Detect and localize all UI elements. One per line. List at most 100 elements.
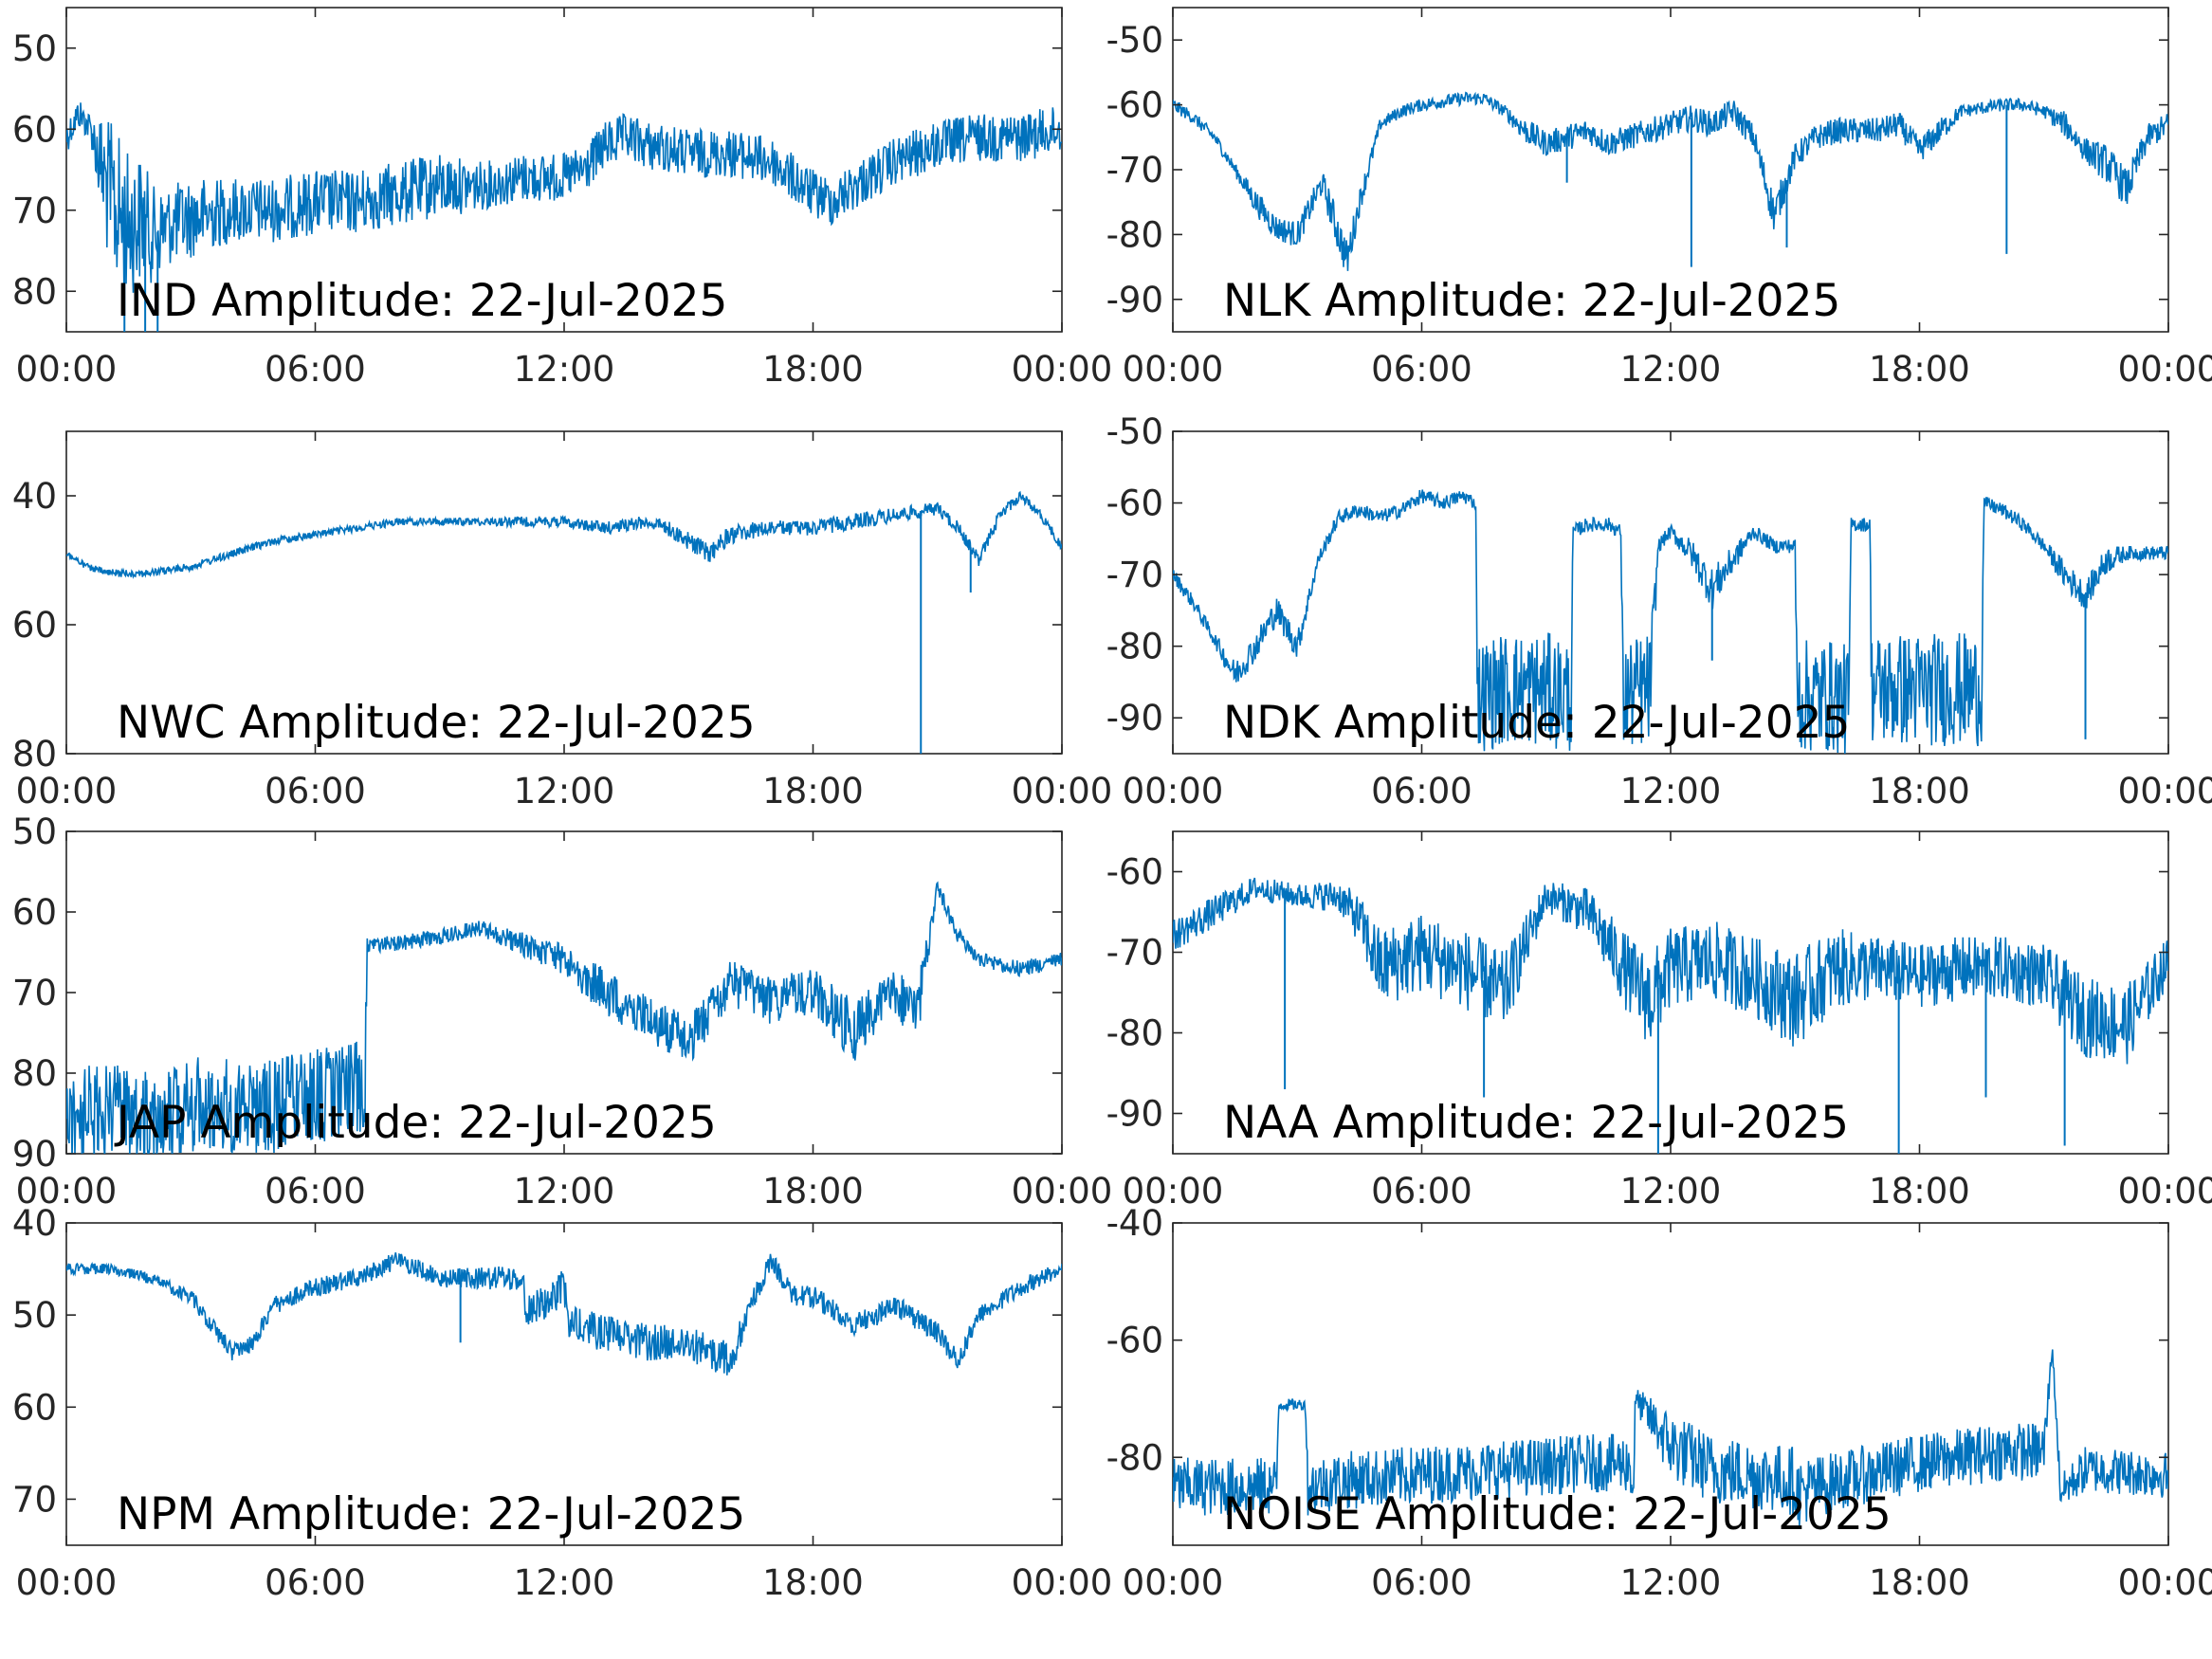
x-tick-label: 00:00 <box>16 1171 118 1212</box>
x-tick-label: 12:00 <box>1620 1562 1722 1603</box>
panel-title: NOISE Amplitude: 22-Jul-2025 <box>1223 1488 1892 1540</box>
x-tick-label: 00:00 <box>16 771 118 811</box>
axes-frame <box>1172 1222 2169 1546</box>
x-tick-label: 06:00 <box>1371 1562 1472 1603</box>
x-tick-label: 00:00 <box>1123 771 1224 811</box>
series-line-group <box>66 1252 1062 1376</box>
y-tick-label: -90 <box>1106 280 1163 320</box>
x-tick-label: 12:00 <box>514 1171 615 1212</box>
y-tick-label: -90 <box>1106 1094 1163 1135</box>
x-tick-label: 18:00 <box>762 349 864 390</box>
x-tick-label: 00:00 <box>16 349 118 390</box>
y-tick-label: -60 <box>1106 483 1163 524</box>
x-tick-label: 00:00 <box>2118 349 2212 390</box>
y-tick-label: 90 <box>12 1134 57 1175</box>
y-tick-label: 80 <box>12 271 57 312</box>
y-tick-label: 70 <box>12 191 57 231</box>
series-line <box>1173 489 2168 754</box>
x-tick-label: 00:00 <box>1123 349 1224 390</box>
y-tick-label: -50 <box>1106 411 1163 452</box>
x-tick-label: 12:00 <box>514 1562 615 1603</box>
x-tick-label: 00:00 <box>1012 771 1113 811</box>
panel-title: NWC Amplitude: 22-Jul-2025 <box>117 697 756 749</box>
y-tick-label: 70 <box>12 1479 57 1520</box>
panel-title: NDK Amplitude: 22-Jul-2025 <box>1223 697 1850 749</box>
y-tick-label: 50 <box>12 28 57 69</box>
panel-title: JAP Amplitude: 22-Jul-2025 <box>114 1097 717 1149</box>
x-tick-label: 06:00 <box>265 771 366 811</box>
series-line <box>66 1252 1062 1376</box>
x-tick-label: 18:00 <box>762 1562 864 1603</box>
x-tick-label: 18:00 <box>1869 1562 1970 1603</box>
y-tick-label: 40 <box>12 1203 57 1244</box>
y-tick-label: 80 <box>12 1053 57 1094</box>
x-tick-label: 06:00 <box>1371 349 1472 390</box>
x-tick-label: 18:00 <box>1869 349 1970 390</box>
panel-naa: -60 -70 -80 -90 00:00 06:00 12:00 18:00 00:00 NAA… <box>1106 830 2212 1212</box>
y-tick-label: 70 <box>12 973 57 1013</box>
series-line <box>66 881 1062 1154</box>
x-tick-label: 06:00 <box>1371 771 1472 811</box>
series-line-group <box>66 102 1062 332</box>
panel-npm: 40 50 60 70 00:00 06:00 12:00 18:00 00:00 NPM Amp… <box>12 1203 1112 1603</box>
x-tick-label: 00:00 <box>16 1562 118 1603</box>
x-tick-label: 00:00 <box>2118 1562 2212 1603</box>
panel-title: IND Amplitude: 22-Jul-2025 <box>117 275 727 327</box>
panel-title: NAA Amplitude: 22-Jul-2025 <box>1223 1097 1849 1149</box>
x-tick-label: 12:00 <box>514 771 615 811</box>
series-line <box>1173 877 2168 1065</box>
y-tick-label: 60 <box>12 605 57 646</box>
axes-frame <box>1172 7 2169 333</box>
axes-frame <box>65 430 1063 755</box>
panel-nlk: -50 -60 -70 -80 -90 00:00 06:00 12:00 18:00 00:00… <box>1106 7 2212 390</box>
x-tick-label: 00:00 <box>2118 771 2212 811</box>
y-tick-label: -80 <box>1106 627 1163 667</box>
x-tick-label: 18:00 <box>1869 1171 1970 1212</box>
x-tick-label: 12:00 <box>514 349 615 390</box>
x-tick-label: 12:00 <box>1620 349 1722 390</box>
x-tick-label: 00:00 <box>1123 1562 1224 1603</box>
y-tick-label: 40 <box>12 476 57 517</box>
y-tick-label: 60 <box>12 892 57 933</box>
y-tick-label: -70 <box>1106 150 1163 191</box>
y-tick-label: -60 <box>1106 1321 1163 1361</box>
y-tick-label: -40 <box>1106 1203 1163 1244</box>
y-tick-label: -80 <box>1106 1437 1163 1478</box>
y-tick-label: -50 <box>1106 20 1163 61</box>
x-tick-label: 00:00 <box>1012 1562 1113 1603</box>
y-tick-label: 60 <box>12 109 57 150</box>
panel-noise: -40 -60 -80 00:00 06:00 12:00 18:00 00:00 NOISE … <box>1106 1203 2212 1603</box>
y-tick-label: 50 <box>12 811 57 852</box>
axes-frame <box>1172 430 2169 755</box>
series-line-group <box>1173 877 2168 1154</box>
series-line-group <box>1173 91 2168 271</box>
x-tick-label: 06:00 <box>265 1171 366 1212</box>
panel-title: NLK Amplitude: 22-Jul-2025 <box>1223 275 1840 327</box>
series-line <box>1173 1349 2168 1526</box>
y-tick-label: -60 <box>1106 85 1163 126</box>
x-tick-label: 12:00 <box>1620 771 1722 811</box>
y-tick-label: 50 <box>12 1295 57 1336</box>
x-tick-label: 00:00 <box>1012 349 1113 390</box>
x-tick-label: 18:00 <box>1869 771 1970 811</box>
y-tick-label: -80 <box>1106 1013 1163 1054</box>
panel-title: NPM Amplitude: 22-Jul-2025 <box>117 1488 745 1540</box>
x-tick-label: 06:00 <box>265 1562 366 1603</box>
y-tick-label: 60 <box>12 1387 57 1428</box>
y-tick-label: -90 <box>1106 698 1163 738</box>
y-tick-label: -80 <box>1106 214 1163 255</box>
y-tick-label: -60 <box>1106 852 1163 893</box>
series-line <box>1173 91 2168 271</box>
series-line-group <box>66 881 1062 1154</box>
y-tick-label: -70 <box>1106 555 1163 595</box>
y-tick-label: 80 <box>12 734 57 775</box>
x-tick-label: 18:00 <box>762 1171 864 1212</box>
series-line-group <box>1173 489 2168 754</box>
x-tick-label: 06:00 <box>265 349 366 390</box>
y-tick-label: -70 <box>1106 933 1163 974</box>
panel-ndk: -50 -60 -70 -80 -90 00:00 06:00 12:00 18:00 00:00… <box>1106 411 2212 811</box>
x-tick-label: 12:00 <box>1620 1171 1722 1212</box>
